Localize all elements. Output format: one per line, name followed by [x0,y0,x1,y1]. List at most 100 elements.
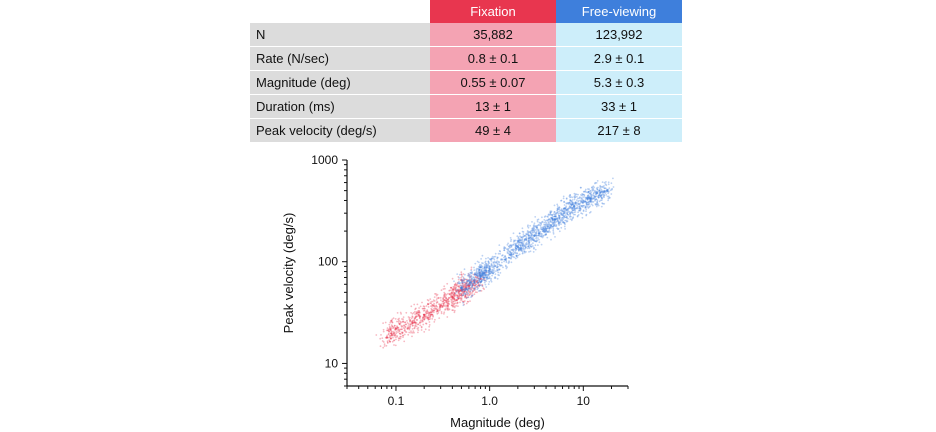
scatter-point [423,307,426,310]
scatter-point [603,202,606,205]
scatter-point [544,230,547,233]
scatter-point [454,289,457,291]
scatter-point [505,265,507,268]
free-viewing-value: 5.3 ± 0.3 [556,70,682,95]
scatter-point [425,305,428,307]
scatter-point [501,258,503,261]
scatter-point [406,327,409,329]
scatter-point [506,248,509,251]
scatter-point [592,192,595,194]
scatter-point [485,276,487,279]
scatter-point [494,277,497,279]
scatter-point [483,279,486,282]
scatter-point [521,236,524,239]
scatter-point [457,278,460,281]
scatter-point [541,233,543,236]
scatter-point [566,220,569,223]
scatter-point [547,214,550,217]
scatter-point [397,331,399,334]
scatter-point [464,284,467,287]
scatter-point [388,327,391,329]
scatter-point [480,280,483,282]
scatter-point [493,260,496,263]
scatter-point [416,310,418,313]
scatter-point [600,190,603,192]
scatter-point [607,192,610,195]
scatter-point [416,327,419,330]
scatter-point [599,199,602,202]
scatter-point [574,207,576,210]
scatter-point [605,194,608,196]
scatter-point [474,280,476,282]
scatter-point [464,293,467,295]
scatter-point [509,237,512,239]
scatter-point [588,195,591,198]
scatter-point [393,324,396,327]
scatter-point [493,255,496,258]
scatter-point [464,286,467,289]
scatter-point [545,228,548,230]
scatter-point [464,282,466,284]
scatter-point [528,237,531,240]
scatter-point [484,270,487,272]
scatter-point [473,288,476,291]
scatter-point [411,331,414,334]
scatter-point [473,279,475,282]
scatter-point [387,333,390,336]
scatter-point [531,234,533,237]
scatter-point [538,232,540,234]
scatter-point [443,296,446,298]
scatter-point [401,332,404,334]
scatter-point [464,296,466,299]
scatter-point [470,266,473,269]
scatter-point [519,247,521,250]
scatter-point [527,234,530,237]
scatter-point [587,191,589,193]
scatter-point [451,295,454,299]
scatter-point [461,282,464,285]
scatter-point [469,281,472,284]
scatter-point [532,226,535,229]
scatter-point [558,210,560,213]
scatter-point [470,296,472,298]
scatter-point [589,197,592,200]
scatter-point [599,191,602,193]
scatter-point [596,190,599,193]
scatter-point [562,217,565,220]
scatter-point [427,311,430,314]
scatter-point [434,307,437,310]
scatter-point [417,329,420,331]
scatter-point [415,312,418,315]
scatter-point [483,269,485,272]
scatter-point [522,248,524,251]
scatter-point [391,325,394,328]
scatter-point [604,192,607,195]
scatter-point [478,275,480,277]
scatter-point [510,245,513,248]
scatter-point [478,274,481,276]
scatter-point [522,243,524,246]
scatter-point [554,215,557,218]
scatter-point [600,196,603,199]
scatter-point [525,238,528,241]
scatter-point [499,250,502,253]
scatter-point [543,234,545,237]
scatter-point [468,281,471,284]
scatter-point [508,260,510,262]
scatter-point [552,223,554,226]
scatter-point [447,305,449,307]
scatter-point [598,193,601,195]
scatter-point [469,275,472,278]
scatter-point [527,233,530,236]
scatter-point [470,272,473,274]
scatter-point [483,273,486,276]
scatter-point [558,222,560,225]
scatter-point [474,291,477,294]
scatter-point [553,221,556,223]
scatter-point [587,188,589,190]
scatter-point [422,307,425,310]
scatter-point [584,200,587,203]
scatter-point [470,279,473,282]
scatter-point [518,232,521,235]
scatter-point [449,293,451,296]
